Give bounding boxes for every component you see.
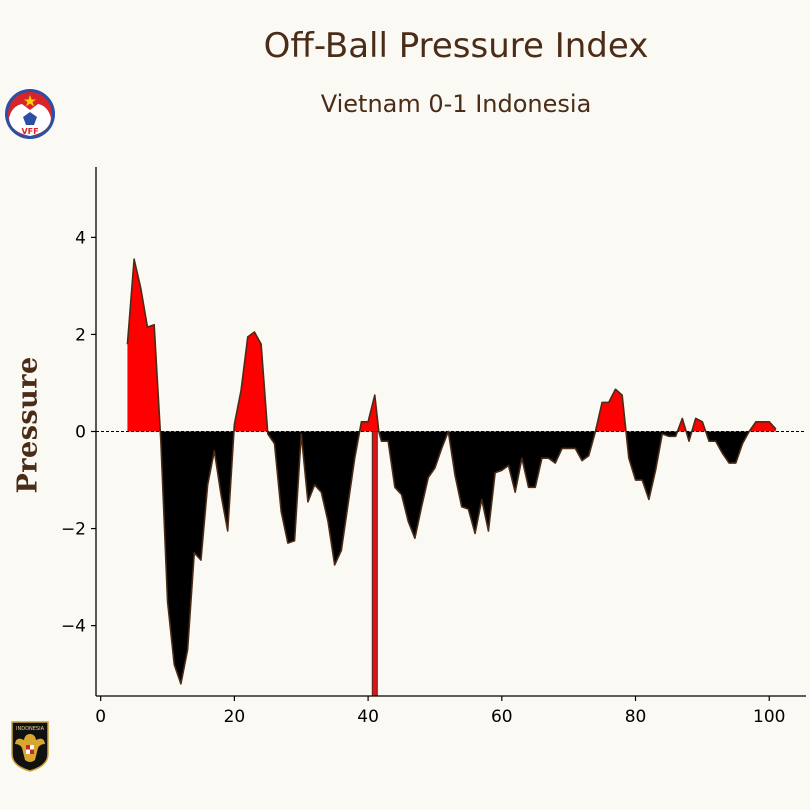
y-tick-label: 4 bbox=[75, 228, 86, 248]
y-tick-label: −4 bbox=[61, 617, 86, 637]
negative-pressure-area bbox=[378, 431, 449, 539]
positive-pressure-area bbox=[595, 389, 627, 432]
y-tick-label: 0 bbox=[75, 423, 86, 443]
negative-pressure-area bbox=[160, 431, 234, 684]
negative-pressure-area bbox=[267, 431, 360, 565]
y-tick-label: 2 bbox=[75, 325, 86, 345]
vff-logo-icon: VFF bbox=[5, 89, 55, 139]
area-layer bbox=[96, 258, 806, 697]
x-tick-label: 60 bbox=[491, 707, 513, 727]
negative-pressure-area bbox=[705, 431, 750, 464]
y-tick-label: −2 bbox=[61, 520, 86, 540]
positive-pressure-area bbox=[677, 418, 687, 432]
goal-marker bbox=[371, 431, 378, 697]
positive-pressure-area bbox=[233, 332, 268, 432]
positive-pressure-area bbox=[749, 421, 776, 432]
chart-subtitle: Vietnam 0-1 Indonesia bbox=[320, 90, 592, 118]
positive-pressure-area bbox=[127, 259, 161, 432]
indonesia-logo-text: INDONESIA bbox=[16, 726, 45, 732]
x-tick-label: 40 bbox=[357, 707, 379, 727]
vff-logo-text: VFF bbox=[21, 127, 38, 136]
x-tick-label: 20 bbox=[224, 707, 246, 727]
pressure-line bbox=[126, 258, 777, 685]
x-tick-label: 100 bbox=[753, 707, 785, 727]
x-tick-label: 0 bbox=[95, 707, 106, 727]
chart-title: Off-Ball Pressure Index bbox=[263, 26, 649, 66]
negative-pressure-area bbox=[448, 431, 596, 534]
x-tick-label: 80 bbox=[625, 707, 647, 727]
negative-pressure-area bbox=[626, 431, 678, 500]
indonesia-logo-icon: INDONESIA bbox=[11, 721, 49, 772]
